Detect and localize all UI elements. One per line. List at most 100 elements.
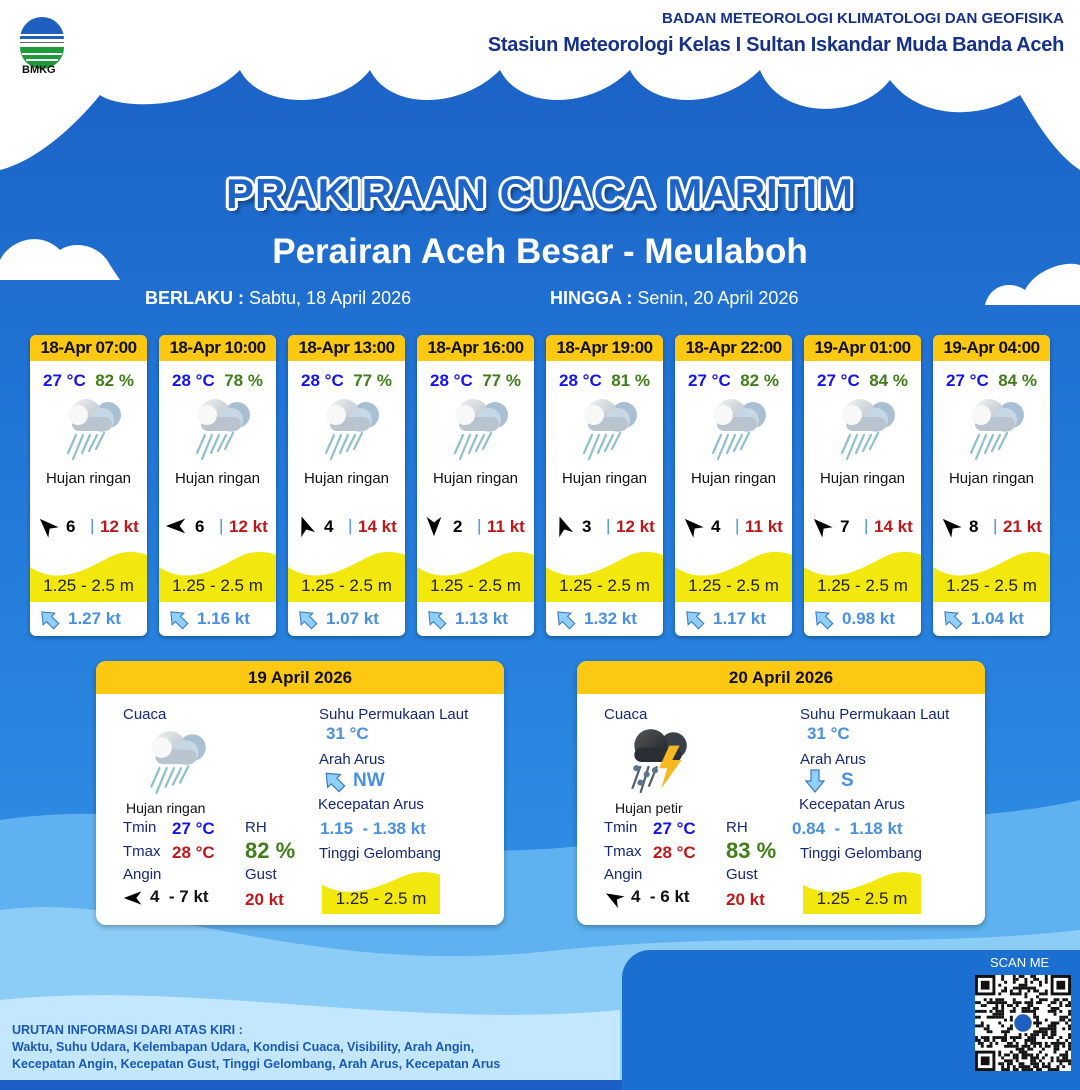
qr-module — [1036, 1056, 1039, 1060]
qr-module — [1033, 1065, 1037, 1069]
rh-value: 83 % — [726, 838, 777, 863]
qr-module — [1024, 1056, 1028, 1060]
qr-code[interactable] — [975, 975, 1071, 1071]
qr-module — [1001, 1036, 1005, 1039]
wind-direction-icon — [423, 515, 445, 537]
qr-module — [998, 998, 1002, 1002]
qr-module — [1056, 1007, 1060, 1010]
wave-height-background — [675, 551, 792, 602]
qr-module — [1007, 1059, 1010, 1063]
divider: | — [477, 516, 482, 535]
qr-module — [1001, 1007, 1005, 1010]
qr-module — [1056, 1068, 1060, 1071]
qr-module — [1036, 1030, 1039, 1034]
qr-module — [1024, 1053, 1028, 1057]
qr-module — [1021, 1044, 1025, 1048]
current-speed: 1.16 kt — [197, 609, 250, 628]
qr-module — [1039, 1001, 1042, 1005]
forecast-time: 19-Apr 01:00 — [804, 335, 921, 361]
qr-module — [992, 1001, 996, 1005]
qr-module — [1053, 1012, 1057, 1016]
current-speed-label: Kecepatan Arus — [799, 796, 905, 813]
qr-module — [998, 1012, 1002, 1016]
weather-condition: Hujan ringan — [819, 470, 906, 487]
qr-module — [1041, 1036, 1045, 1039]
qr-module — [1065, 1004, 1069, 1007]
qr-module — [1065, 1039, 1069, 1042]
qr-module — [1039, 1050, 1042, 1054]
qr-module — [975, 1009, 978, 1013]
qr-module — [1053, 1009, 1057, 1013]
qr-module — [977, 1001, 981, 1005]
gust-speed: 14 kt — [358, 517, 397, 536]
qr-module — [1009, 1024, 1013, 1028]
qr-module — [1030, 1009, 1034, 1013]
qr-module — [1068, 1012, 1071, 1016]
gust-speed: 12 kt — [229, 517, 268, 536]
light-rain-icon — [576, 393, 642, 463]
humidity: 81 % — [611, 371, 650, 390]
qr-module — [1033, 1039, 1037, 1042]
qr-module — [1009, 1009, 1013, 1013]
current-row: 1.07 kt — [296, 608, 379, 630]
qr-module — [1030, 1041, 1034, 1045]
qr-module — [980, 1036, 984, 1039]
qr-module — [1033, 1062, 1037, 1066]
qr-module — [1062, 1018, 1066, 1022]
temperature: 28 °C — [301, 371, 344, 390]
qr-module — [1001, 1062, 1005, 1066]
scan-me-label: SCAN ME — [990, 955, 1050, 970]
qr-module — [1033, 1059, 1037, 1063]
humidity: 77 % — [482, 371, 521, 390]
qr-module — [1050, 1041, 1054, 1045]
sst-label: Suhu Permukaan Laut — [319, 706, 469, 723]
qr-module — [1039, 998, 1042, 1002]
qr-module — [995, 1036, 999, 1039]
qr-module — [989, 1001, 993, 1005]
forecast-card: 18-Apr 13:00 28 °C 77 % Hujan ringan 4 |… — [288, 335, 405, 636]
qr-module — [1001, 1024, 1005, 1028]
qr-module — [1068, 1047, 1071, 1051]
qr-module — [1044, 1053, 1048, 1057]
qr-module — [1062, 998, 1066, 1002]
qr-module — [1021, 1062, 1025, 1066]
qr-module — [980, 1004, 984, 1007]
qr-module — [1036, 1033, 1039, 1037]
qr-module — [1015, 986, 1019, 990]
qr-module — [1068, 1033, 1071, 1037]
qr-module — [1004, 980, 1007, 984]
qr-module — [1007, 1062, 1010, 1066]
qr-module — [1021, 1007, 1025, 1010]
temp-humidity: 27 °C 82 % — [30, 371, 147, 391]
qr-module — [1056, 1047, 1060, 1051]
qr-module — [1024, 1001, 1028, 1005]
current-direction-icon — [803, 769, 827, 793]
qr-module — [1012, 1053, 1016, 1057]
current-direction-icon — [678, 603, 709, 634]
qr-module — [1053, 1044, 1057, 1048]
current-row: 1.13 kt — [425, 608, 508, 630]
wind-direction-icon — [549, 512, 577, 540]
qr-module — [1001, 977, 1005, 981]
divider: | — [90, 516, 95, 535]
qr-module — [1033, 986, 1037, 990]
qr-module — [1007, 1065, 1010, 1069]
gust-speed: 11 kt — [487, 517, 525, 536]
qr-module — [1009, 992, 1013, 996]
qr-module — [992, 1039, 996, 1042]
qr-module — [1004, 1068, 1007, 1071]
qr-module — [1047, 1009, 1051, 1013]
wind-speed: 3 — [582, 517, 592, 536]
qr-module — [1001, 1015, 1005, 1019]
qr-module — [1044, 1044, 1048, 1048]
qr-module — [1068, 1059, 1071, 1063]
qr-module — [1053, 1007, 1057, 1010]
temp-humidity: 27 °C 82 % — [675, 371, 792, 391]
qr-module — [998, 1009, 1002, 1013]
qr-module — [1027, 1001, 1031, 1005]
weather-condition: Hujan ringan — [948, 470, 1035, 487]
qr-module — [1024, 977, 1028, 981]
qr-module — [1012, 1056, 1016, 1060]
qr-module — [977, 1009, 981, 1013]
qr-module — [1050, 1030, 1054, 1034]
